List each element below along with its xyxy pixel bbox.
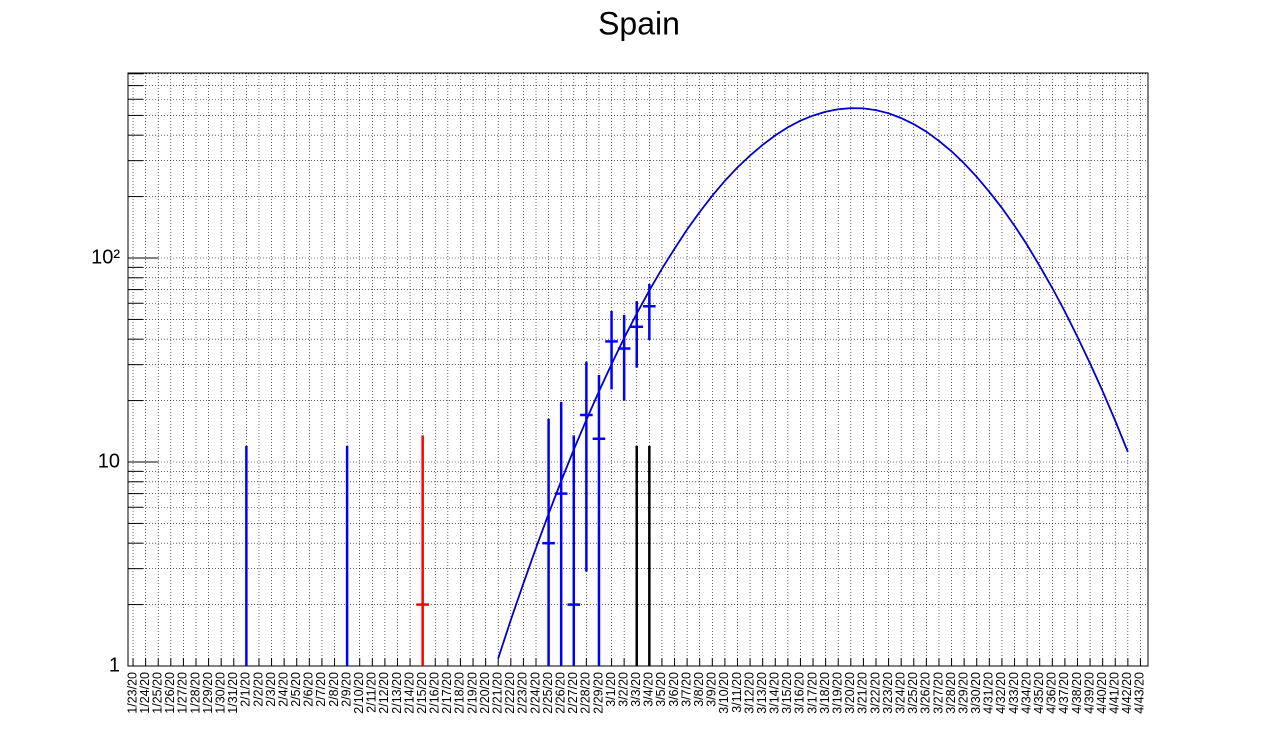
x-tick-label: 4/37/20 [1057, 672, 1071, 714]
x-tick-label: 3/8/20 [692, 672, 706, 707]
x-tick-label: 4/32/20 [994, 672, 1008, 714]
x-tick-label: 3/17/20 [805, 672, 819, 714]
x-tick-label: 2/13/20 [390, 672, 404, 714]
x-tick-label: 3/26/20 [919, 672, 933, 714]
x-tick-label: 3/1/20 [604, 672, 618, 707]
x-tick-label: 4/43/20 [1133, 672, 1147, 714]
x-tick-label: 2/21/20 [491, 672, 505, 714]
x-tick-label: 2/6/20 [302, 672, 316, 707]
x-tick-label: 2/10/20 [352, 672, 366, 714]
x-tick-label: 4/40/20 [1095, 672, 1109, 714]
x-tick-label: 2/5/20 [289, 672, 303, 707]
x-tick-label: 4/31/20 [982, 672, 996, 714]
x-tick-label: 3/6/20 [667, 672, 681, 707]
x-tick-label: 2/29/20 [591, 672, 605, 714]
x-tick-label: 3/18/20 [818, 672, 832, 714]
x-tick-label: 3/27/20 [931, 672, 945, 714]
x-tick-label: 3/20/20 [843, 672, 857, 714]
x-tick-label: 2/18/20 [453, 672, 467, 714]
x-tick-label: 2/7/20 [314, 672, 328, 707]
x-tick-label: 4/33/20 [1007, 672, 1021, 714]
x-tick-label: 4/34/20 [1019, 672, 1033, 714]
x-tick-label: 3/2/20 [616, 672, 630, 707]
x-tick-label: 3/29/20 [956, 672, 970, 714]
x-tick-label: 2/14/20 [402, 672, 416, 714]
x-tick-label: 1/25/20 [151, 672, 165, 714]
x-tick-label: 2/4/20 [276, 672, 290, 707]
x-tick-label: 3/19/20 [831, 672, 845, 714]
x-tick-label: 3/28/20 [944, 672, 958, 714]
chart-title: Spain [598, 5, 680, 41]
x-tick-label: 2/25/20 [541, 672, 555, 714]
y-tick-label: 10² [91, 246, 120, 268]
x-tick-label: 2/9/20 [339, 672, 353, 707]
x-tick-label: 2/8/20 [327, 672, 341, 707]
x-tick-label: 3/30/20 [969, 672, 983, 714]
x-tick-label: 2/17/20 [440, 672, 454, 714]
x-tick-label: 3/24/20 [893, 672, 907, 714]
x-tick-label: 1/24/20 [138, 672, 152, 714]
x-tick-label: 2/22/20 [503, 672, 517, 714]
x-tick-label: 1/28/20 [188, 672, 202, 714]
x-tick-label: 2/27/20 [566, 672, 580, 714]
x-tick-label: 3/21/20 [856, 672, 870, 714]
x-tick-label: 2/16/20 [428, 672, 442, 714]
x-tick-label: 2/24/20 [528, 672, 542, 714]
x-tick-label: 4/35/20 [1032, 672, 1046, 714]
x-tick-label: 3/9/20 [705, 672, 719, 707]
x-tick-label: 3/7/20 [679, 672, 693, 707]
x-tick-label: 2/12/20 [377, 672, 391, 714]
x-tick-label: 1/23/20 [125, 672, 139, 714]
x-tick-label: 2/28/20 [579, 672, 593, 714]
x-tick-label: 3/13/20 [755, 672, 769, 714]
x-tick-label: 3/22/20 [868, 672, 882, 714]
fit-line [497, 107, 1129, 659]
x-tick-label: 2/26/20 [553, 672, 567, 714]
plot-frame [127, 72, 1149, 667]
x-tick-label: 4/41/20 [1108, 672, 1122, 714]
marks [245, 107, 1129, 666]
x-tick-label: 2/19/20 [465, 672, 479, 714]
x-tick-label: 3/10/20 [717, 672, 731, 714]
x-tick-label: 4/39/20 [1082, 672, 1096, 714]
x-tick-label: 2/1/20 [239, 672, 253, 707]
x-tick-label: 3/12/20 [742, 672, 756, 714]
y-tick-label: 1 [109, 654, 120, 676]
x-tick-label: 1/29/20 [201, 672, 215, 714]
x-tick-label: 1/31/20 [226, 672, 240, 714]
x-tick-label: 2/20/20 [478, 672, 492, 714]
x-tick-label: 3/14/20 [768, 672, 782, 714]
x-tick-label: 3/25/20 [906, 672, 920, 714]
x-tick-label: 1/30/20 [213, 672, 227, 714]
x-tick-label: 2/3/20 [264, 672, 278, 707]
x-tick-label: 2/2/20 [251, 672, 265, 707]
x-tick-label: 3/15/20 [780, 672, 794, 714]
x-tick-label: 3/16/20 [793, 672, 807, 714]
x-tick-label: 3/5/20 [654, 672, 668, 707]
x-tick-label: 4/36/20 [1045, 672, 1059, 714]
x-tick-label: 3/11/20 [730, 672, 744, 713]
x-tick-label: 1/27/20 [176, 672, 190, 714]
x-tick-label: 2/15/20 [415, 672, 429, 714]
x-tick-label: 3/4/20 [642, 672, 656, 707]
x-tick-label: 2/23/20 [516, 672, 530, 714]
x-tick-label: 2/11/20 [365, 672, 379, 713]
x-tick-label: 4/38/20 [1070, 672, 1084, 714]
x-tick-label: 3/23/20 [881, 672, 895, 714]
y-tick-label: 10 [98, 450, 120, 472]
x-tick-label: 3/3/20 [629, 672, 643, 707]
x-tick-label: 4/42/20 [1120, 672, 1134, 714]
x-tick-label: 1/26/20 [163, 672, 177, 714]
